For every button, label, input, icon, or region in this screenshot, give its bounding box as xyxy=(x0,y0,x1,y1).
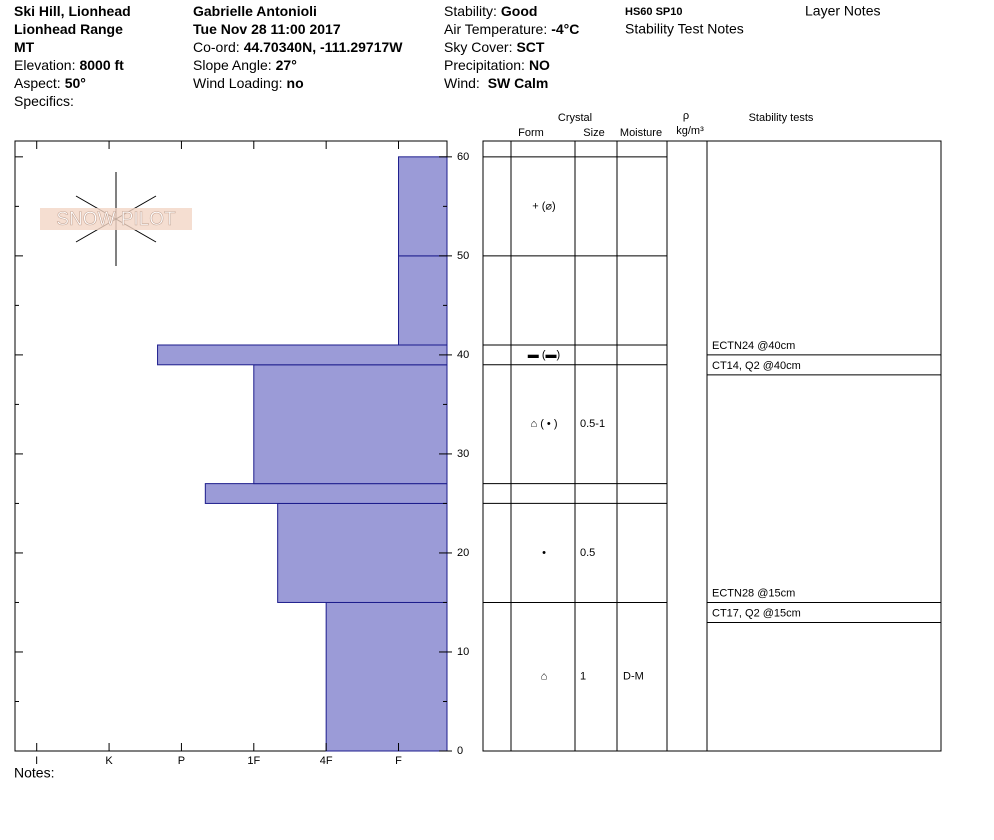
hardness-bar xyxy=(253,364,448,485)
field-label: Air Temperature: xyxy=(444,21,547,37)
header-field: Co-ord: 44.70340N, -111.29717W xyxy=(193,39,403,55)
field-value: 50° xyxy=(65,75,86,91)
field-label: Co-ord: xyxy=(193,39,240,55)
logo-band xyxy=(40,208,192,230)
y-tick-label: 20 xyxy=(457,547,469,559)
field-value: Ski Hill, Lionhead xyxy=(14,3,131,19)
crystal-form: ⌂ xyxy=(541,671,548,683)
crystal-header: Crystal xyxy=(558,112,592,124)
field-label: Precipitation: xyxy=(444,57,525,73)
header-field: MT xyxy=(14,39,35,55)
hardness-bar xyxy=(157,344,448,366)
x-tick-label: 1F xyxy=(247,755,260,767)
header-field: Elevation: 8000 ft xyxy=(14,57,124,73)
hardness-bar xyxy=(277,502,448,603)
x-tick-label: P xyxy=(178,755,185,767)
field-value: no xyxy=(287,75,304,91)
field-value: 8000 ft xyxy=(79,57,124,73)
test-result: CT17, Q2 @15cm xyxy=(712,607,801,619)
crystal-form: • xyxy=(542,547,546,559)
header-field: Tue Nov 28 11:00 2017 xyxy=(193,21,341,37)
moisture: D-M xyxy=(623,671,644,683)
table-frame xyxy=(482,140,942,752)
field-label: Wind: xyxy=(444,75,484,91)
hardness-bar xyxy=(204,483,448,504)
field-value: NO xyxy=(529,57,550,73)
stability-header: Stability tests xyxy=(749,112,814,124)
y-tick-label: 60 xyxy=(457,151,469,163)
field-value: Tue Nov 28 11:00 2017 xyxy=(193,21,341,37)
header-field: Gabrielle Antonioli xyxy=(193,3,317,19)
test-result: ECTN28 @15cm xyxy=(712,587,795,599)
hardness-bar xyxy=(398,156,448,257)
field-value: Gabrielle Antonioli xyxy=(193,3,317,19)
x-tick-label: K xyxy=(105,755,113,767)
snow-depth: HS60 SP10 xyxy=(625,6,682,18)
density-symbol: ρ xyxy=(683,110,689,122)
stability-test-notes: Stability Test Notes xyxy=(625,21,744,37)
field-label: Aspect: xyxy=(14,75,61,91)
header-field: Ski Hill, Lionhead xyxy=(14,3,131,19)
x-tick-label: F xyxy=(395,755,402,767)
field-value: MT xyxy=(14,39,35,55)
x-tick-label: I xyxy=(35,755,38,767)
header-field: Stability: Good xyxy=(444,3,537,19)
hardness-bar xyxy=(325,601,448,752)
table-columns xyxy=(510,141,708,751)
header-field: Wind: SW Calm xyxy=(444,75,548,91)
logo-text: SNOW PILOT xyxy=(56,209,176,230)
field-value: 27° xyxy=(276,57,297,73)
y-tick-label: 0 xyxy=(457,745,463,757)
form-header: Form xyxy=(518,127,544,139)
y-tick-label: 30 xyxy=(457,448,469,460)
crystal-size: 0.5 xyxy=(580,547,595,559)
crystal-form: ▬ (▬) xyxy=(528,349,560,361)
field-value: SCT xyxy=(516,39,544,55)
header-field: Aspect: 50° xyxy=(14,75,86,91)
x-tick-label: 4F xyxy=(320,755,333,767)
y-tick-label: 50 xyxy=(457,250,469,262)
crystal-form: + (⌀) xyxy=(532,200,555,212)
y-tick-label: 10 xyxy=(457,646,469,658)
size-header: Size xyxy=(583,127,604,139)
field-value: 44.70340N, -111.29717W xyxy=(244,39,404,55)
field-label: Stability: xyxy=(444,3,497,19)
crystal-size: 1 xyxy=(580,671,586,683)
density-unit: kg/m³ xyxy=(676,125,704,137)
notes-label: Notes: xyxy=(14,765,54,781)
header-field: Sky Cover: SCT xyxy=(444,39,545,55)
header-field: Specifics: xyxy=(14,93,74,109)
header-field: Precipitation: NO xyxy=(444,57,550,73)
header-field: Lionhead Range xyxy=(14,21,123,37)
field-value: -4°C xyxy=(551,21,579,37)
test-result: CT14, Q2 @40cm xyxy=(712,360,801,372)
header-field: Air Temperature: -4°C xyxy=(444,21,579,37)
test-result: ECTN24 @40cm xyxy=(712,340,795,352)
header-field: Wind Loading: no xyxy=(193,75,304,91)
field-value: SW Calm xyxy=(488,75,549,91)
hardness-bar xyxy=(398,255,448,346)
crystal-form: ⌂ ( • ) xyxy=(531,418,558,430)
crystal-size: 0.5-1 xyxy=(580,418,605,430)
y-tick-label: 40 xyxy=(457,349,469,361)
field-label: Slope Angle: xyxy=(193,57,272,73)
field-label: Elevation: xyxy=(14,57,75,73)
moisture-header: Moisture xyxy=(620,127,662,139)
field-label: Specifics: xyxy=(14,93,74,109)
field-value: Lionhead Range xyxy=(14,21,123,37)
field-label: Wind Loading: xyxy=(193,75,283,91)
field-label: Sky Cover: xyxy=(444,39,512,55)
header-field: Slope Angle: 27° xyxy=(193,57,297,73)
field-value: Good xyxy=(501,3,538,19)
layer-notes: Layer Notes xyxy=(805,3,880,19)
